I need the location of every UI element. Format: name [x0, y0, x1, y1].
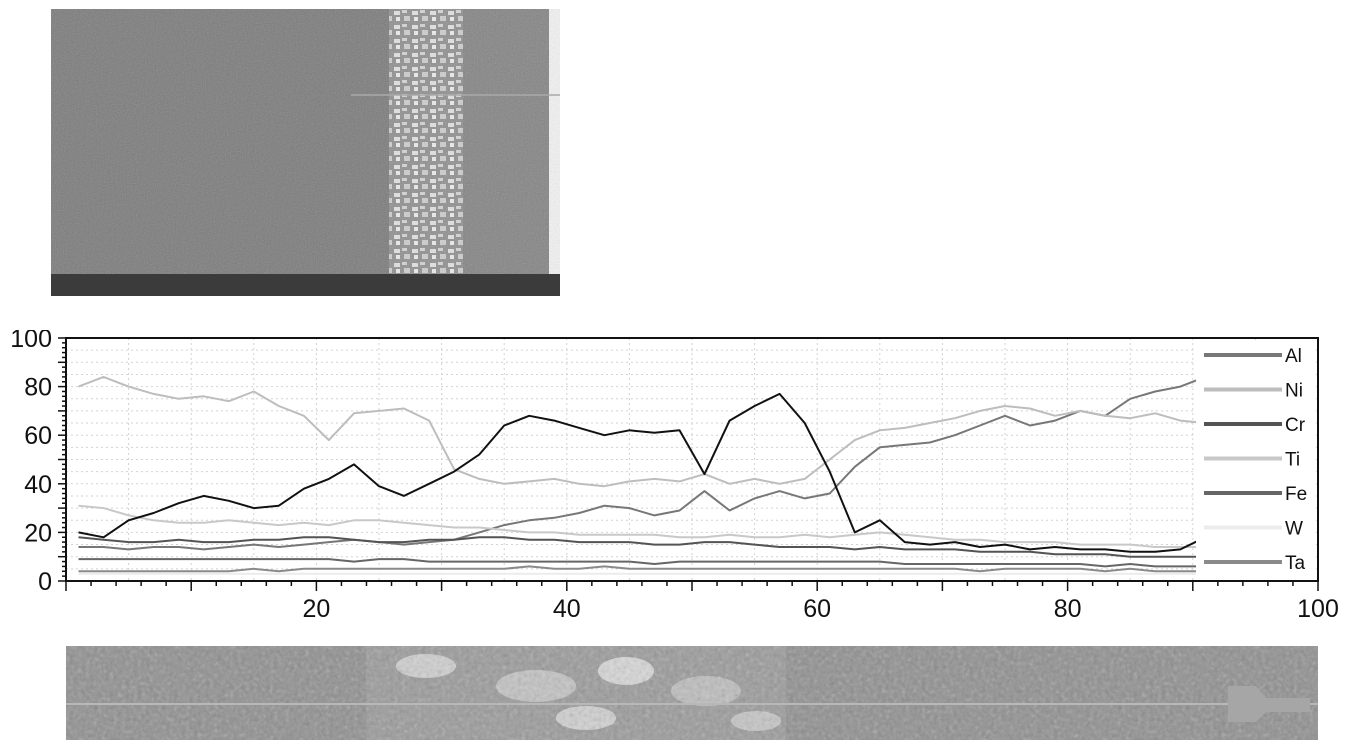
y-tick-label: 0: [38, 568, 52, 596]
x-tick-label: 60: [803, 595, 831, 622]
series-line-cr: [78, 536, 1206, 558]
x-tick-label: 80: [1054, 595, 1082, 622]
y-tick-label: 80: [24, 374, 52, 402]
legend: Al Ni Cr Ti Fe W Ta: [1196, 340, 1316, 580]
series-line-ti: [78, 504, 1206, 548]
series-line-ni: [78, 375, 1206, 488]
axis-ticks: 20 40 60 80 100 0 20 40 60 80 100: [10, 330, 1339, 622]
legend-label-fe: Fe: [1285, 484, 1307, 505]
legend-label-cr: Cr: [1285, 415, 1306, 436]
composition-line-chart: 20 40 60 80 100 0 20 40 60 80 100 Al Ni Cr Ti Fe W Ta: [10, 330, 1339, 622]
legend-label-al: Al: [1285, 346, 1302, 367]
legend-label-ti: Ti: [1285, 450, 1300, 471]
x-tick-label: 100: [1297, 595, 1339, 622]
y-tick-label: 60: [24, 422, 52, 450]
y-tick-label: 20: [24, 519, 52, 547]
series-line-ta: [78, 565, 1206, 573]
x-tick-label: 40: [553, 595, 581, 622]
series-line-fe: [78, 558, 1206, 568]
y-tick-label: 100: [10, 330, 52, 353]
series-line-al: [78, 375, 1206, 551]
series-line-unlabeled: [78, 392, 1206, 553]
legend-label-ta: Ta: [1285, 553, 1306, 574]
legend-label-ni: Ni: [1285, 381, 1303, 402]
sem-micrograph-top: [51, 9, 560, 296]
x-tick-label: 20: [302, 595, 330, 622]
linescan-micrograph-bottom: [66, 646, 1318, 740]
legend-label-w: W: [1285, 519, 1303, 540]
series-lines: [78, 375, 1206, 575]
y-tick-label: 40: [24, 471, 52, 499]
